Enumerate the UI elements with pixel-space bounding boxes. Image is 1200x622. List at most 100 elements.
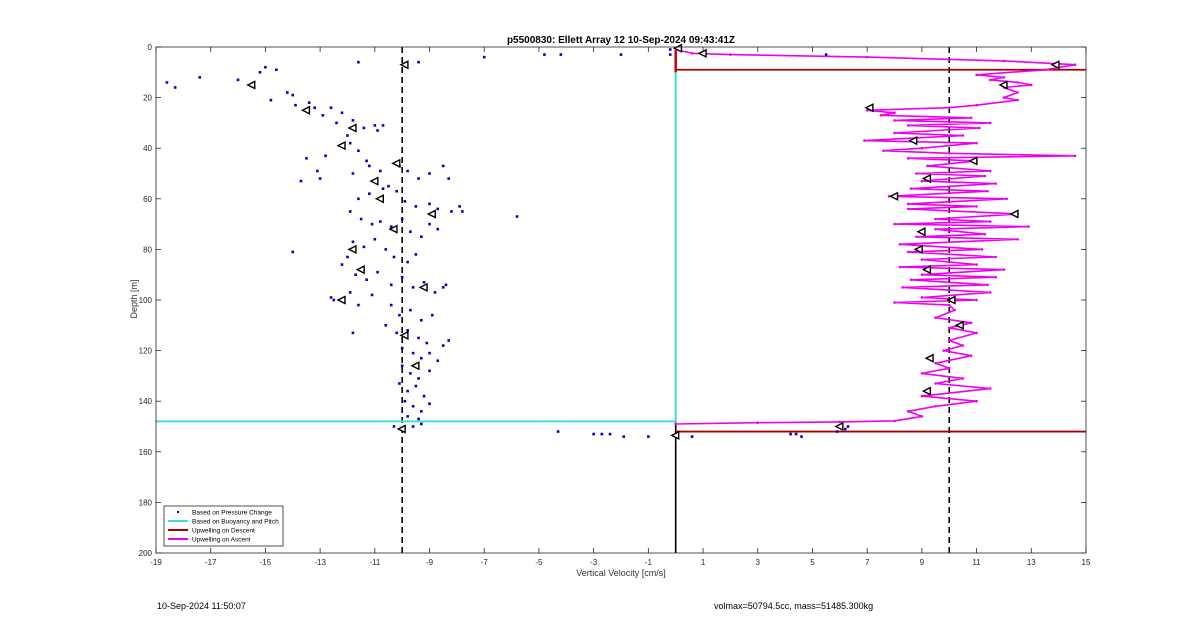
x-axis-label: Vertical Velocity [cm/s]	[576, 568, 666, 578]
pressure-change-point	[411, 286, 415, 289]
ascent-upwelling-point	[893, 119, 896, 122]
ascent-marker	[888, 191, 899, 201]
ascent-upwelling-point	[961, 377, 965, 380]
ascent-marker	[670, 430, 680, 440]
ascent-marker	[968, 156, 978, 166]
pressure-change-point	[378, 220, 382, 223]
ascent-upwelling-point	[983, 174, 987, 178]
pressure-change-point	[370, 222, 374, 226]
ascent-upwelling-point	[947, 339, 951, 342]
pressure-change-point	[348, 141, 352, 145]
pressure-change-point	[365, 159, 368, 163]
ascent-upwelling-point	[863, 139, 866, 142]
ascent-upwelling-point	[986, 283, 989, 287]
pressure-change-point	[543, 53, 546, 56]
pressure-change-point	[559, 53, 563, 56]
pressure-change-point	[420, 318, 423, 322]
pressure-change-point	[381, 187, 385, 190]
pressure-change-point	[362, 126, 366, 130]
ascent-upwelling-point	[690, 52, 694, 55]
pressure-change-point	[690, 435, 694, 438]
pressure-change-point	[291, 93, 295, 97]
x-tick-label: -5	[535, 558, 543, 567]
data-layer	[156, 43, 1086, 440]
pressure-change-point	[441, 286, 445, 289]
pressure-change-point	[406, 260, 409, 264]
ascent-upwelling-point	[1043, 68, 1047, 72]
ascent-upwelling-point	[909, 278, 913, 282]
pressure-change-point	[600, 432, 604, 436]
ascent-upwelling-point	[934, 382, 937, 385]
pressure-change-point	[329, 106, 333, 110]
pressure-change-point	[400, 275, 404, 279]
pressure-change-point	[373, 237, 377, 241]
ascent-upwelling-point	[898, 265, 902, 269]
ascent-upwelling-point	[1027, 225, 1030, 228]
pressure-change-point	[406, 329, 409, 332]
ascent-upwelling-point	[1005, 197, 1008, 201]
pressure-change-point	[318, 177, 322, 180]
y-tick-label: 80	[143, 245, 152, 254]
pressure-change-point	[275, 68, 278, 72]
pressure-change-point	[389, 283, 393, 287]
legend-label: Upwelling on Ascent	[192, 537, 251, 544]
pressure-change-marker	[347, 123, 357, 133]
pressure-change-point	[835, 430, 839, 433]
pressure-change-point	[622, 435, 626, 438]
pressure-change-point	[357, 149, 360, 153]
legend-label: Upwelling on Descent	[192, 528, 255, 535]
pressure-change-point	[351, 119, 355, 122]
ascent-upwelling-point	[947, 326, 951, 330]
pressure-change-point	[411, 404, 415, 408]
pressure-change-marker	[374, 194, 384, 204]
x-tick-label: -7	[481, 558, 489, 567]
ascent-upwelling-point	[975, 103, 978, 107]
pressure-change-marker	[418, 282, 428, 292]
ascent-upwelling-point	[865, 108, 869, 112]
pressure-change-point	[299, 179, 303, 183]
pressure-change-marker	[336, 141, 346, 151]
x-tick-label: 9	[920, 558, 925, 567]
pressure-change-point	[425, 341, 429, 345]
pressure-change-point	[389, 225, 393, 228]
pressure-change-point	[365, 278, 368, 282]
ascent-upwelling-point	[994, 182, 998, 185]
ascent-upwelling-point	[988, 387, 992, 390]
pressure-change-point	[422, 280, 426, 284]
y-tick-label: 180	[139, 498, 153, 507]
ascent-upwelling-point	[934, 316, 937, 320]
pressure-change-point	[409, 308, 412, 312]
x-tick-label: -3	[590, 558, 598, 567]
ascent-upwelling-point	[901, 286, 905, 289]
pressure-change-point	[376, 270, 379, 274]
ascent-upwelling-point	[953, 308, 957, 312]
x-tick-label: 1	[701, 558, 706, 567]
buoyancy-pitch-line	[156, 72, 677, 423]
x-tick-label: 15	[1082, 558, 1091, 567]
ascent-upwelling-point	[926, 164, 929, 168]
pressure-change-marker	[399, 330, 409, 341]
ascent-upwelling-point	[934, 217, 937, 221]
pressure-change-point	[321, 114, 325, 117]
ascent-upwelling-point	[942, 349, 946, 352]
pressure-change-point	[395, 331, 399, 335]
pressure-change-point	[269, 98, 273, 102]
ascent-upwelling-point	[969, 116, 973, 120]
pressure-change-point	[444, 283, 448, 287]
pressure-change-point	[411, 351, 415, 355]
ascent-upwelling-point	[947, 303, 951, 307]
pressure-change-point	[458, 205, 461, 208]
ascent-upwelling-point	[915, 172, 918, 175]
ascent-upwelling-point	[934, 361, 937, 365]
ascent-upwelling-point	[994, 275, 998, 279]
pressure-change-point	[392, 255, 396, 259]
ascent-upwelling-point	[882, 149, 885, 153]
pressure-change-marker	[300, 105, 311, 115]
pressure-change-point	[373, 124, 377, 127]
ascent-upwelling-point	[983, 232, 987, 236]
pressure-change-point	[368, 164, 371, 168]
pressure-change-point	[335, 121, 338, 125]
ascent-upwelling-point	[1016, 98, 1019, 102]
x-tick-label: 13	[1027, 558, 1036, 567]
pressure-change-point	[789, 432, 792, 436]
